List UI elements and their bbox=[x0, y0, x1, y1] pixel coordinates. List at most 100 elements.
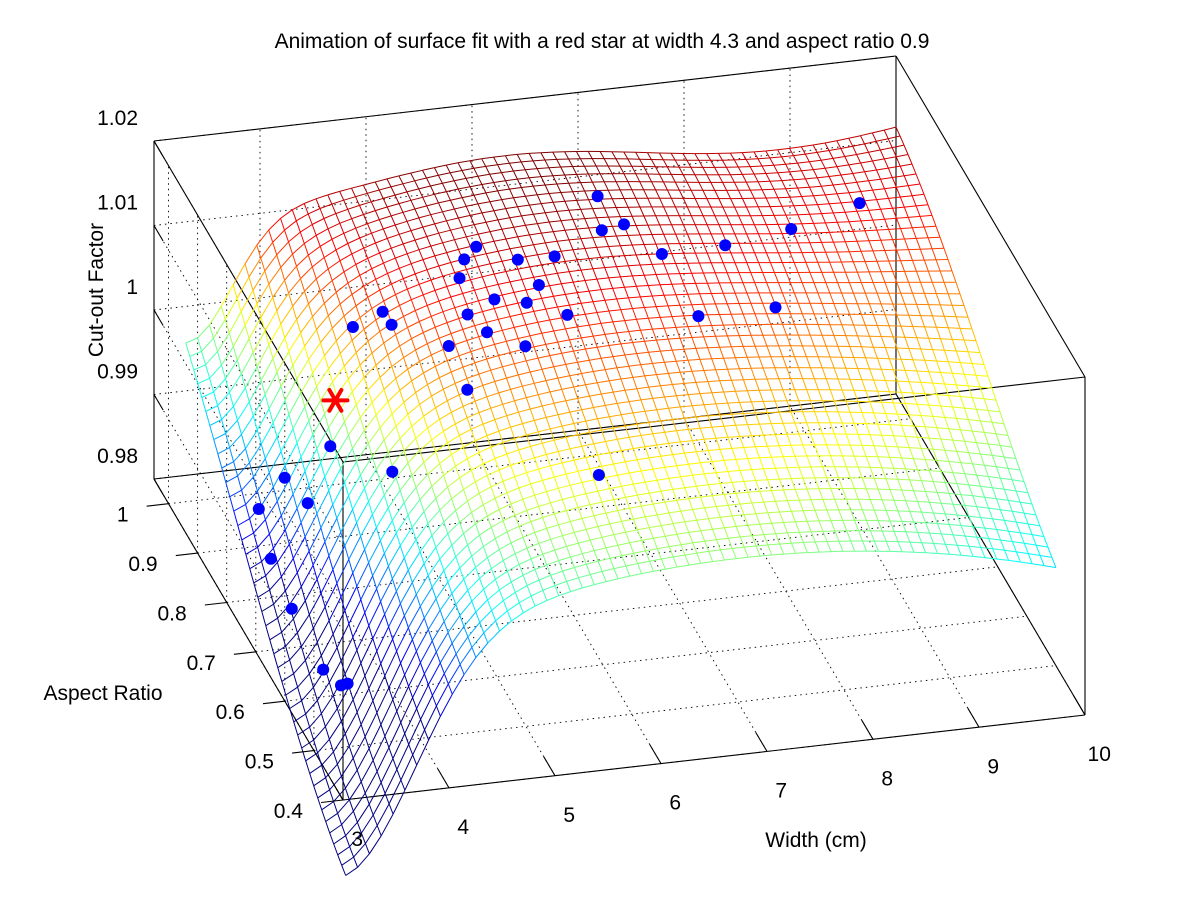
mesh-segment bbox=[229, 489, 242, 498]
mesh-segment bbox=[920, 248, 933, 250]
mesh-segment bbox=[439, 558, 445, 571]
mesh-segment bbox=[660, 316, 673, 318]
mesh-segment bbox=[825, 313, 831, 325]
mesh-segment bbox=[576, 174, 582, 183]
mesh-segment bbox=[652, 361, 665, 364]
mesh-segment bbox=[264, 330, 270, 345]
mesh-segment bbox=[900, 228, 905, 240]
mesh-segment bbox=[529, 234, 534, 245]
mesh-segment bbox=[893, 468, 899, 480]
mesh-segment bbox=[649, 490, 662, 494]
mesh-segment bbox=[352, 448, 357, 462]
mesh-segment bbox=[399, 299, 412, 306]
mesh-segment bbox=[702, 190, 708, 199]
mesh-segment bbox=[450, 328, 463, 335]
mesh-segment bbox=[778, 378, 784, 390]
mesh-segment bbox=[762, 188, 775, 191]
mesh-segment bbox=[348, 745, 354, 759]
mesh-segment bbox=[575, 151, 581, 159]
mesh-segment bbox=[486, 557, 492, 569]
mesh-segment bbox=[714, 215, 720, 225]
mesh-segment bbox=[624, 285, 637, 288]
mesh-segment bbox=[481, 276, 487, 288]
mesh-segment bbox=[404, 708, 418, 734]
mesh-segment bbox=[912, 392, 918, 405]
mesh-segment bbox=[628, 437, 634, 449]
mesh-segment bbox=[533, 159, 545, 162]
mesh-segment bbox=[364, 469, 377, 489]
mesh-segment bbox=[493, 210, 499, 221]
mesh-segment bbox=[387, 389, 401, 402]
mesh-segment bbox=[730, 346, 736, 358]
mesh-segment bbox=[486, 430, 499, 437]
mesh-segment bbox=[356, 586, 362, 600]
mesh-segment bbox=[612, 391, 618, 404]
mesh-segment bbox=[383, 553, 389, 567]
mesh-segment bbox=[765, 197, 771, 207]
mesh-segment bbox=[755, 512, 768, 515]
mesh-segment bbox=[209, 324, 214, 339]
mesh-segment bbox=[229, 434, 242, 448]
mesh-segment bbox=[588, 199, 594, 209]
mesh-segment bbox=[549, 283, 562, 287]
mesh-segment bbox=[422, 170, 427, 179]
mesh-segment bbox=[541, 262, 554, 266]
mesh-segment bbox=[836, 193, 842, 204]
mesh-segment bbox=[399, 263, 412, 269]
mesh-segment bbox=[722, 262, 728, 273]
mesh-segment bbox=[356, 712, 362, 725]
mesh-segment bbox=[502, 438, 515, 443]
mesh-segment bbox=[565, 400, 571, 413]
mesh-segment bbox=[462, 224, 475, 228]
mesh-segment bbox=[1003, 456, 1009, 469]
mesh-segment bbox=[904, 238, 909, 250]
mesh-segment bbox=[852, 173, 858, 183]
mesh-segment bbox=[447, 442, 452, 455]
mesh-segment bbox=[382, 198, 388, 208]
mesh-segment bbox=[1003, 520, 1009, 532]
mesh-segment bbox=[711, 357, 724, 360]
mesh-segment bbox=[433, 167, 439, 176]
mesh-segment bbox=[747, 490, 760, 493]
mesh-segment bbox=[509, 246, 522, 250]
mesh-segment bbox=[494, 492, 508, 499]
mesh-segment bbox=[584, 314, 590, 326]
mesh-segment bbox=[360, 700, 374, 725]
mesh-segment bbox=[386, 238, 392, 249]
mesh-segment bbox=[439, 498, 452, 511]
mesh-segment bbox=[296, 550, 310, 573]
mesh-segment bbox=[458, 186, 471, 190]
mesh-segment bbox=[699, 392, 712, 395]
mesh-segment bbox=[507, 602, 520, 612]
mesh-segment bbox=[1028, 523, 1040, 527]
mesh-segment bbox=[300, 224, 313, 233]
mesh-segment bbox=[949, 492, 961, 496]
mesh-segment bbox=[573, 350, 578, 363]
mesh-segment bbox=[395, 591, 401, 604]
mesh-segment bbox=[367, 252, 380, 259]
mesh-segment bbox=[821, 213, 826, 224]
mesh-segment bbox=[435, 360, 448, 367]
mesh-segment bbox=[995, 466, 1001, 479]
mesh-segment bbox=[542, 402, 555, 407]
mesh-segment bbox=[292, 600, 306, 620]
mesh-segment bbox=[600, 255, 613, 258]
mesh-segment bbox=[676, 428, 689, 432]
mesh-segment bbox=[300, 586, 306, 601]
data-point bbox=[346, 321, 359, 333]
mesh-segment bbox=[613, 463, 618, 476]
mesh-segment bbox=[410, 169, 423, 174]
mesh-segment bbox=[762, 272, 768, 283]
mesh-segment bbox=[360, 599, 366, 613]
mesh-segment bbox=[913, 521, 919, 533]
mesh-segment bbox=[916, 337, 922, 350]
mesh-segment bbox=[387, 273, 392, 285]
mesh-segment bbox=[560, 166, 566, 176]
mesh-segment bbox=[501, 330, 507, 342]
mesh-segment bbox=[430, 242, 443, 247]
mesh-segment bbox=[422, 223, 435, 228]
mesh-segment bbox=[856, 303, 862, 315]
mesh-segment bbox=[332, 482, 346, 505]
mesh-segment bbox=[577, 359, 590, 363]
mesh-segment bbox=[475, 642, 489, 658]
